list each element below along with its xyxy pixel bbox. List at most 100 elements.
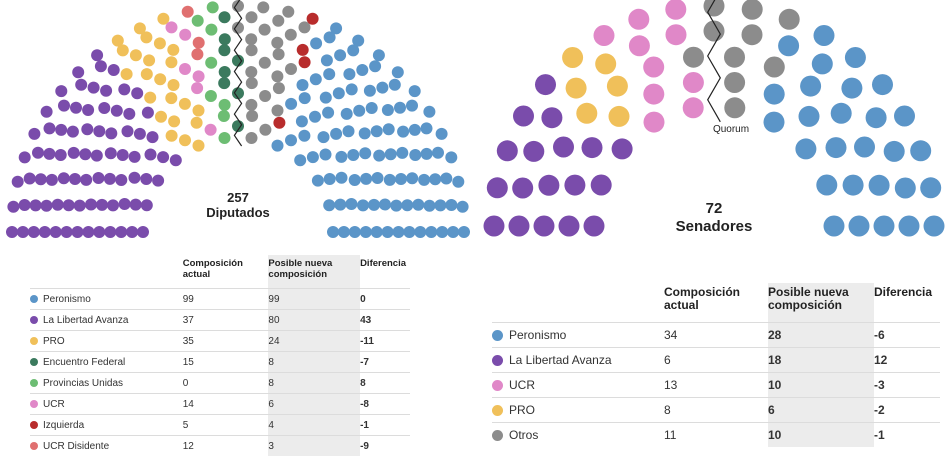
- seat-peronismo: [373, 150, 385, 162]
- seat-peronismo: [371, 226, 383, 238]
- seat-peronismo: [445, 199, 457, 211]
- seat-ucr: [666, 24, 687, 45]
- seat-peronismo: [458, 226, 470, 238]
- seat-la-libertad-avanza: [95, 60, 107, 72]
- seat-otros: [257, 1, 269, 13]
- seat-otros: [259, 24, 271, 36]
- seat-pro: [595, 53, 616, 74]
- seat-peronismo: [845, 47, 866, 68]
- seat-peronismo: [343, 125, 355, 137]
- seat-peronismo: [353, 105, 365, 117]
- seat-peronismo: [866, 107, 887, 128]
- seat-peronismo: [447, 226, 459, 238]
- seat-pro: [140, 31, 152, 43]
- actual-value: 15: [183, 352, 269, 373]
- seat-peronismo: [406, 172, 418, 184]
- seat-la-libertad-avanza: [41, 106, 53, 118]
- seat-la-libertad-avanza: [41, 200, 53, 212]
- seat-peronismo: [334, 199, 346, 211]
- senadores-col-actual: Composición actual: [664, 283, 768, 323]
- seat-la-libertad-avanza: [69, 173, 81, 185]
- seat-peronismo: [764, 112, 785, 133]
- diferencia-value: 43: [360, 310, 410, 331]
- party-label: Otros: [509, 428, 538, 442]
- seat-la-libertad-avanza: [538, 175, 559, 196]
- seat-la-libertad-avanza: [44, 122, 56, 134]
- seat-peronismo: [323, 68, 335, 80]
- diputados-total-label: Diputados: [206, 205, 270, 220]
- seat-la-libertad-avanza: [512, 178, 533, 199]
- seat-la-libertad-avanza: [137, 226, 149, 238]
- seat-la-libertad-avanza: [123, 108, 135, 120]
- seat-peronismo: [409, 124, 421, 136]
- seat-la-libertad-avanza: [74, 200, 86, 212]
- seat-peronismo: [795, 138, 816, 159]
- seat-peronismo: [379, 199, 391, 211]
- diferencia-value: 0: [360, 289, 410, 310]
- seat-la-libertad-avanza: [61, 226, 73, 238]
- seat-peronismo: [346, 83, 358, 95]
- pro-swatch: [492, 405, 503, 416]
- seat-izquierda: [307, 13, 319, 25]
- seat-la-libertad-avanza: [487, 177, 508, 198]
- seat-otros: [285, 29, 297, 41]
- seat-la-libertad-avanza: [553, 137, 574, 158]
- seat-peronismo: [899, 216, 920, 237]
- pro-swatch: [30, 337, 38, 345]
- seat-la-libertad-avanza: [80, 174, 92, 186]
- seat-pro: [166, 130, 178, 142]
- seat-la-libertad-avanza: [19, 199, 31, 211]
- seat-la-libertad-avanza: [35, 173, 47, 185]
- seat-provincias-unidas: [207, 1, 219, 13]
- nueva-value: 80: [268, 310, 360, 331]
- seat-la-libertad-avanza: [12, 176, 24, 188]
- seat-la-libertad-avanza: [6, 226, 18, 238]
- party-label: Izquierda: [43, 420, 84, 431]
- seat-la-libertad-avanza: [98, 102, 110, 114]
- seat-la-libertad-avanza: [582, 137, 603, 158]
- seat-peronismo: [294, 154, 306, 166]
- seat-peronismo: [347, 44, 359, 56]
- seat-peronismo: [421, 148, 433, 160]
- seat-peronismo: [372, 172, 384, 184]
- seat-la-libertad-avanza: [147, 131, 159, 143]
- seat-la-libertad-avanza: [75, 79, 87, 91]
- senadores-quorum-line: [708, 0, 721, 122]
- seat-peronismo: [395, 173, 407, 185]
- seat-la-libertad-avanza: [115, 174, 127, 186]
- seat-la-libertad-avanza: [70, 102, 82, 114]
- seat-peronismo: [800, 76, 821, 97]
- seat-la-libertad-avanza: [152, 175, 164, 187]
- seat-peronismo: [764, 84, 785, 105]
- seat-peronismo: [272, 140, 284, 152]
- actual-value: 11: [664, 423, 768, 448]
- senadores-total-number: 72: [706, 200, 723, 217]
- seat-la-libertad-avanza: [107, 199, 119, 211]
- diputados-col-actual: Composición actual: [183, 255, 269, 289]
- seat-peronismo: [403, 226, 415, 238]
- actual-value: 34: [664, 323, 768, 348]
- seat-peronismo: [345, 198, 357, 210]
- seat-peronismo: [849, 216, 870, 237]
- seat-peronismo: [343, 68, 355, 80]
- party-label: Encuentro Federal: [43, 357, 125, 368]
- nueva-value: 8: [268, 373, 360, 394]
- seat-provincias-unidas: [205, 90, 217, 102]
- seat-la-libertad-avanza: [497, 140, 518, 161]
- seat-pro: [179, 98, 191, 110]
- ucr-disidente-swatch: [30, 442, 38, 450]
- seat-la-libertad-avanza: [55, 149, 67, 161]
- seat-la-libertad-avanza: [68, 147, 80, 159]
- senadores-total-label: Senadores: [676, 218, 753, 235]
- seat-la-libertad-avanza: [104, 226, 116, 238]
- seat-la-libertad-avanza: [145, 149, 157, 161]
- seat-la-libertad-avanza: [119, 198, 131, 210]
- seat-otros: [246, 44, 258, 56]
- seat-otros: [259, 90, 271, 102]
- seat-peronismo: [812, 53, 833, 74]
- seat-peronismo: [359, 147, 371, 159]
